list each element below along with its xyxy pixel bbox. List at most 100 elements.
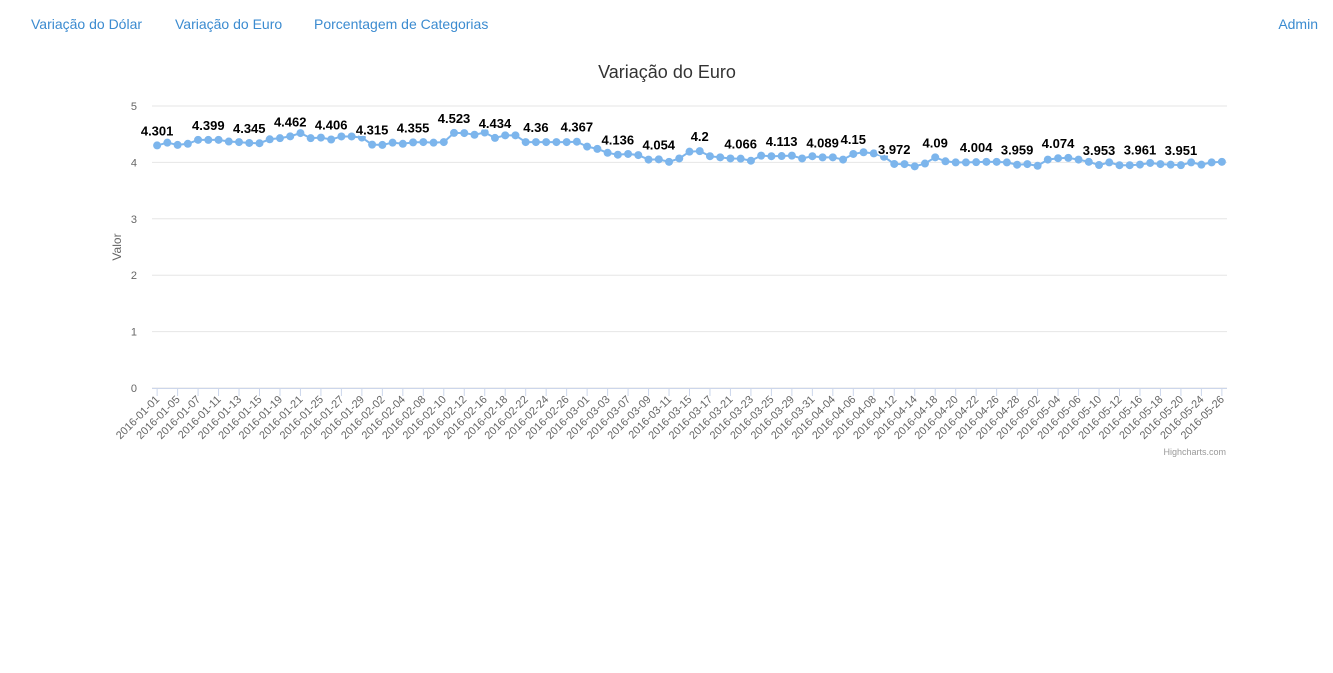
point-marker [593, 144, 602, 153]
point-marker [910, 162, 919, 171]
y-tick-label: 5 [131, 101, 137, 113]
y-tick-label: 1 [131, 327, 137, 339]
point-marker [1135, 160, 1144, 169]
data-label: 4.355 [397, 120, 430, 135]
data-label: 4.345 [233, 121, 266, 136]
data-label: 4.406 [315, 118, 348, 133]
point-marker [531, 138, 540, 147]
data-label: 4.136 [602, 133, 635, 148]
point-marker [583, 142, 592, 151]
navbar: Variação do Dólar Variação do Euro Porce… [0, 0, 1333, 50]
point-marker [235, 138, 244, 147]
point-marker [941, 157, 950, 166]
data-label: 4.089 [806, 135, 839, 150]
data-label: 4.301 [141, 123, 174, 138]
point-marker [490, 133, 499, 142]
point-marker [480, 128, 489, 137]
point-marker [460, 129, 469, 138]
point-marker [357, 133, 366, 142]
data-label: 4.434 [479, 116, 512, 131]
point-marker [511, 131, 520, 140]
point-marker [695, 147, 704, 156]
point-marker [972, 158, 981, 167]
point-marker [951, 158, 960, 167]
point-marker [316, 133, 325, 142]
point-marker [1146, 158, 1155, 167]
point-marker [1156, 160, 1165, 169]
point-marker [429, 138, 438, 147]
point-marker [1125, 161, 1134, 170]
point-marker [920, 159, 929, 168]
data-label: 3.961 [1124, 143, 1157, 158]
data-label: 3.959 [1001, 143, 1034, 158]
point-marker [327, 135, 336, 144]
y-tick-label: 3 [131, 214, 137, 226]
point-marker [777, 152, 786, 161]
point-marker [859, 148, 868, 157]
credits: Highcharts.com [1163, 447, 1226, 457]
point-marker [890, 159, 899, 168]
data-label: 3.953 [1083, 143, 1116, 158]
point-marker [388, 138, 397, 147]
point-marker [798, 154, 807, 163]
point-marker [736, 154, 745, 163]
point-marker [757, 151, 766, 160]
point-marker [409, 138, 418, 147]
nav-admin-link[interactable]: Admin [1278, 16, 1318, 32]
chart-title: Variação do Euro [598, 62, 736, 82]
point-marker [767, 152, 776, 161]
data-label: 4.36 [523, 120, 548, 135]
nav-link[interactable]: Variação do Euro [175, 16, 283, 32]
data-label: 4.09 [923, 135, 948, 150]
y-tick-label: 2 [131, 270, 137, 282]
point-marker [245, 138, 254, 147]
point-marker [705, 152, 714, 161]
point-marker [1207, 158, 1216, 167]
point-marker [828, 153, 837, 162]
point-marker [470, 130, 479, 139]
point-marker [265, 135, 274, 144]
point-marker [685, 147, 694, 156]
data-label: 4.004 [960, 140, 993, 155]
point-marker [1002, 158, 1011, 167]
point-marker [347, 132, 356, 141]
nav-link[interactable]: Porcentagem de Categorias [314, 16, 489, 32]
point-marker [368, 140, 377, 149]
y-tick-label: 0 [131, 383, 137, 395]
point-marker [378, 140, 387, 149]
data-label: 4.2 [691, 129, 709, 144]
point-marker [869, 149, 878, 158]
point-marker [839, 155, 848, 164]
data-label: 4.066 [724, 137, 757, 152]
data-label: 4.15 [841, 132, 866, 147]
data-label: 4.113 [766, 134, 798, 149]
point-marker [1166, 160, 1175, 169]
point-marker [398, 139, 407, 148]
point-marker [1064, 153, 1073, 162]
point-marker [337, 132, 346, 141]
point-marker [982, 157, 991, 166]
point-marker [931, 153, 940, 162]
point-marker [1043, 155, 1052, 164]
point-marker [961, 158, 970, 167]
point-marker [675, 154, 684, 163]
point-marker [746, 156, 755, 165]
data-label: 3.951 [1165, 143, 1198, 158]
y-axis-title: Valor [110, 233, 124, 260]
point-marker [562, 138, 571, 147]
point-marker [1187, 158, 1196, 167]
point-marker [1197, 160, 1206, 169]
data-label: 4.315 [356, 123, 389, 138]
point-marker [255, 139, 264, 148]
point-marker [603, 148, 612, 157]
point-marker [1013, 160, 1022, 169]
data-label: 4.367 [561, 120, 594, 135]
nav-link[interactable]: Variação do Dólar [31, 16, 143, 32]
point-marker [818, 153, 827, 162]
point-marker [194, 135, 203, 144]
point-marker [880, 152, 889, 161]
point-marker [542, 138, 551, 147]
point-marker [1176, 161, 1185, 170]
data-label: 4.462 [274, 114, 307, 129]
